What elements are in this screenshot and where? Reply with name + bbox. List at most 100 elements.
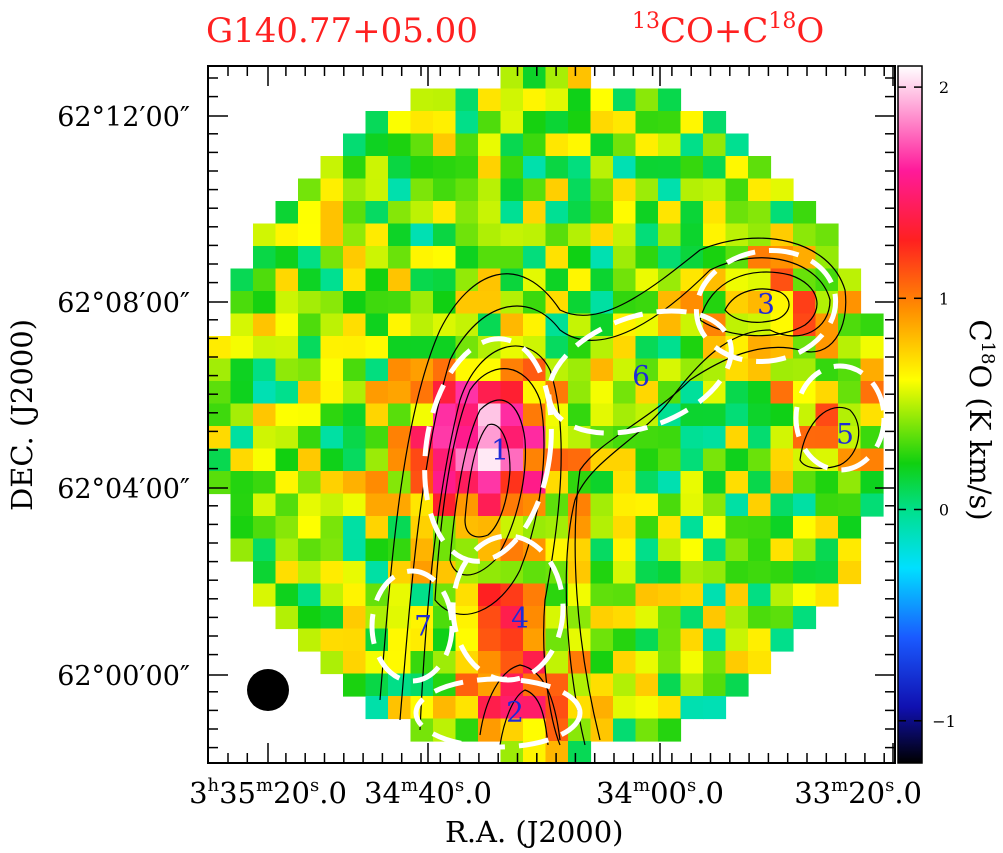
heatmap-cell: [388, 538, 412, 562]
heatmap-cell: [410, 471, 434, 495]
heatmap-cell: [725, 223, 749, 247]
heatmap-cell: [365, 291, 389, 315]
heatmap-cell: [590, 561, 614, 585]
heatmap-cell: [343, 291, 367, 315]
heatmap-cell: [545, 741, 569, 763]
heatmap-cell: [568, 133, 592, 157]
x-axis-label: R.A. (J2000): [445, 815, 624, 849]
heatmap-cell: [388, 628, 412, 652]
heatmap-cell: [545, 246, 569, 270]
heatmap-cell: [725, 606, 749, 630]
heatmap-cell: [815, 493, 839, 517]
heatmap-cell: [815, 403, 839, 427]
heatmap-cell: [500, 696, 524, 720]
heatmap-cell: [815, 538, 839, 562]
heatmap-cell: [410, 313, 434, 337]
heatmap-cell: [725, 156, 749, 180]
clump-ellipse: [693, 247, 839, 365]
heatmap-cell: [298, 628, 322, 652]
heatmap-cell: [725, 561, 749, 585]
heatmap-cell: [770, 538, 794, 562]
heatmap-cell: [410, 403, 434, 427]
heatmap-cell: [635, 561, 659, 585]
heatmap-cell: [793, 381, 817, 405]
heatmap-cell: [770, 358, 794, 382]
heatmap-cell: [568, 88, 592, 112]
heatmap-cell: [523, 178, 547, 202]
heatmap-cell: [410, 223, 434, 247]
heatmap-cell: [748, 223, 772, 247]
heatmap-cell: [635, 628, 659, 652]
heatmap-cell: [658, 426, 682, 450]
heatmap-cell: [478, 313, 502, 337]
heatmap-cell: [365, 111, 389, 135]
heatmap-cell: [770, 403, 794, 427]
heatmap-cell: [568, 606, 592, 630]
heatmap-cell: [545, 673, 569, 697]
heatmap-cell: [365, 538, 389, 562]
heatmap-cell: [748, 201, 772, 225]
heatmap-cell: [545, 133, 569, 157]
heatmap-cell: [590, 471, 614, 495]
heatmap-cell: [388, 381, 412, 405]
heatmap-cell: [365, 223, 389, 247]
heatmap-cell: [455, 718, 479, 742]
clump-ellipse: [422, 336, 554, 564]
heatmap-cell: [523, 448, 547, 472]
heatmap-cell: [320, 223, 344, 247]
heatmap-cell: [365, 471, 389, 495]
heatmap-cell: [613, 358, 637, 382]
contour-line: [724, 288, 790, 323]
heatmap-cell: [523, 291, 547, 315]
heatmap-cell: [500, 718, 524, 742]
heatmap-cell: [320, 426, 344, 450]
heatmap-cell: [478, 718, 502, 742]
heatmap-cell: [455, 651, 479, 675]
heatmap-cell: [613, 471, 637, 495]
heatmap-cell: [433, 336, 457, 360]
heatmap-cell: [748, 156, 772, 180]
heatmap-cell: [748, 583, 772, 607]
heatmap-cell: [343, 336, 367, 360]
title-tail: O: [796, 11, 824, 51]
heatmap-cell: [725, 673, 749, 697]
heatmap-cell: [635, 223, 659, 247]
heatmap-cell: [703, 358, 727, 382]
heatmap-cell: [635, 246, 659, 270]
y-tick-label: 62°00′00″: [57, 661, 190, 692]
heatmap-cell: [545, 111, 569, 135]
clump-ellipse: [793, 363, 887, 473]
heatmap-cell: [320, 156, 344, 180]
heatmap-cell: [320, 651, 344, 675]
heatmap-cell: [410, 651, 434, 675]
heatmap-cell: [748, 358, 772, 382]
heatmap-cell: [793, 561, 817, 585]
heatmap-cell: [298, 246, 322, 270]
heatmap-cell: [680, 111, 704, 135]
heatmap-cell: [500, 178, 524, 202]
heatmap-cell: [703, 493, 727, 517]
heatmap-cell: [230, 516, 254, 540]
heatmap-cell: [478, 381, 502, 405]
heatmap-cell: [748, 651, 772, 675]
colorbar-label: C18O (K km/s): [963, 319, 998, 520]
heatmap-cell: [658, 291, 682, 315]
heatmap-cell: [545, 66, 569, 90]
heatmap-cell: [635, 336, 659, 360]
heatmap-cell: [635, 291, 659, 315]
heatmap-cell: [298, 538, 322, 562]
heatmap-cell: [635, 583, 659, 607]
heatmap-cell: [500, 223, 524, 247]
heatmap-cell: [320, 268, 344, 292]
heatmap-cell: [455, 358, 479, 382]
heatmap-cell: [545, 178, 569, 202]
heatmap-cell: [838, 403, 862, 427]
heatmap-cell: [388, 471, 412, 495]
heatmap-cell: [703, 336, 727, 360]
heatmap-cell: [253, 246, 277, 270]
heatmap-cell: [410, 718, 434, 742]
heatmap-cell: [613, 403, 637, 427]
heatmap-cell: [568, 471, 592, 495]
heatmap-cell: [770, 448, 794, 472]
heatmap-cell: [500, 651, 524, 675]
